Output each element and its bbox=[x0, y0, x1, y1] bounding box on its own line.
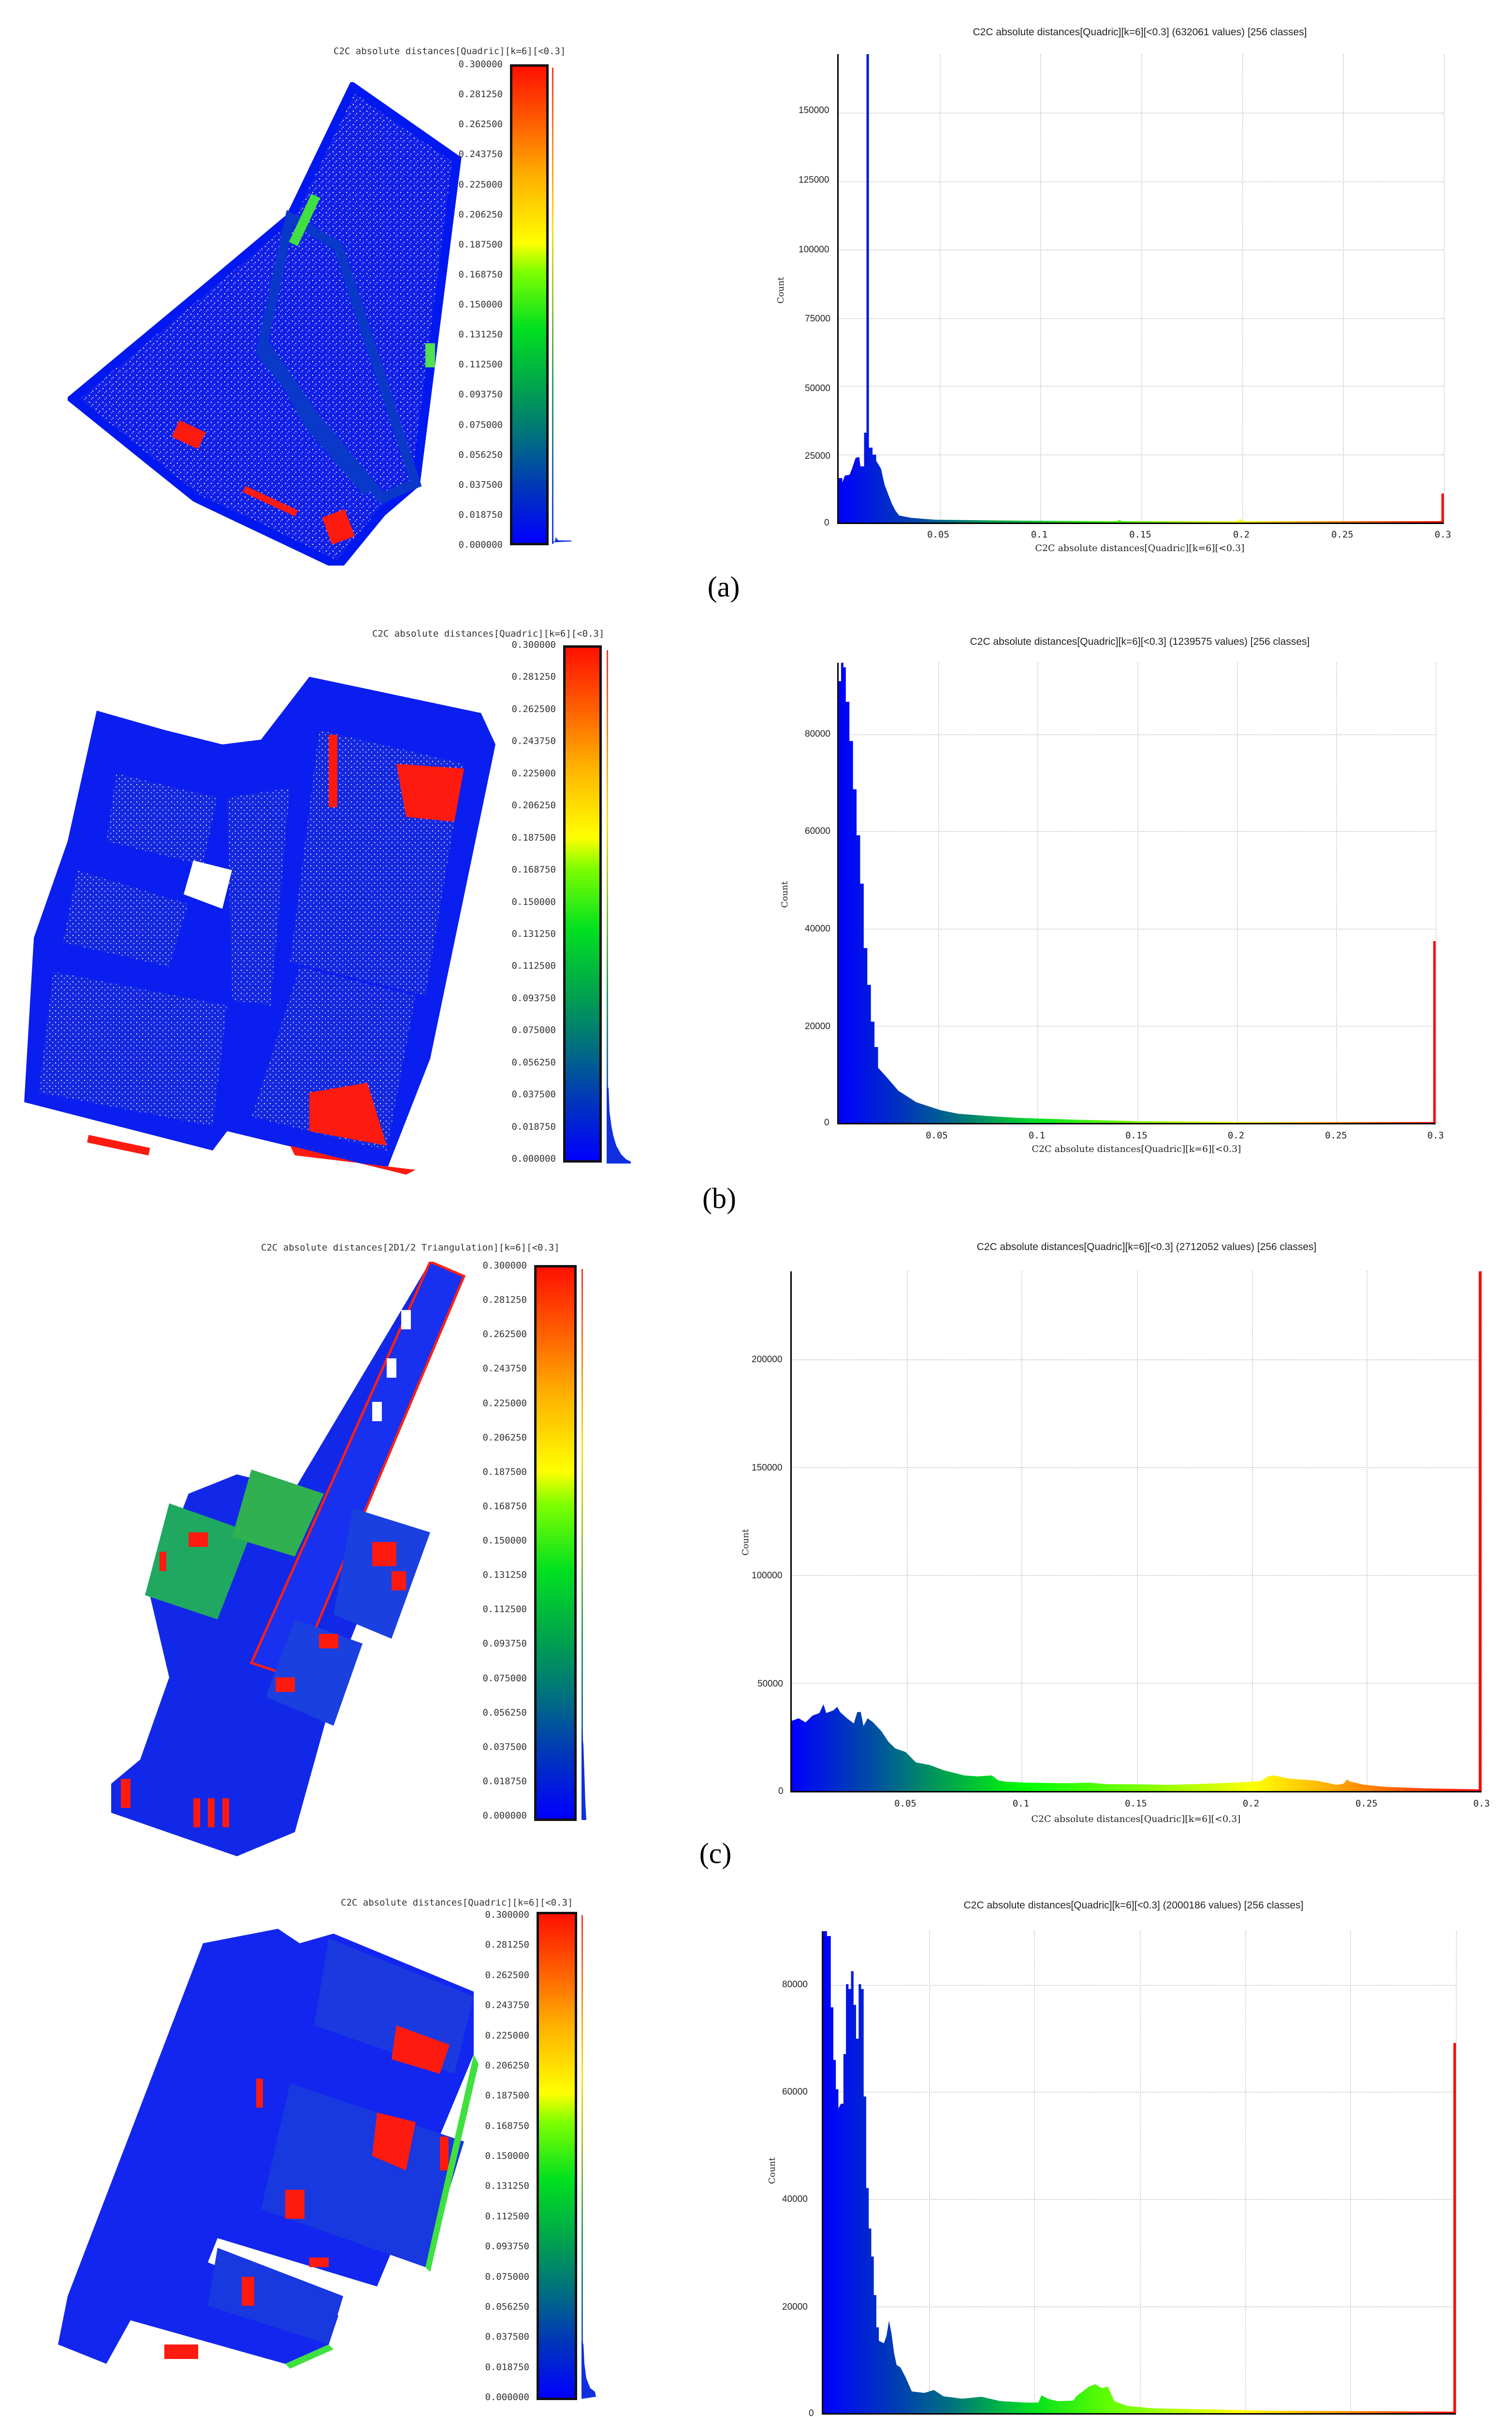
colorbar-tick-labels: 0.300000 0.281250 0.262500 0.243750 0.225000… bbox=[458, 59, 503, 550]
histogram-title: C2C absolute distances[Quadric][k=6][<0.… bbox=[963, 1900, 1304, 1911]
histogram-plot-area bbox=[822, 1931, 1457, 2415]
histogram-bars bbox=[823, 1931, 1456, 2413]
panel-label: (c) bbox=[699, 1837, 732, 1869]
y-axis-label: Count bbox=[780, 881, 790, 908]
histogram-plot-area bbox=[790, 1271, 1483, 1792]
colorbar bbox=[534, 1265, 577, 1821]
colorbar-tick-labels: 0.300000 0.281250 0.262500 0.243750 0.225000… bbox=[511, 640, 556, 1164]
point-cloud-3d-view bbox=[58, 1929, 479, 2369]
histogram-plot-area bbox=[837, 663, 1437, 1124]
histogram-bars bbox=[839, 54, 1444, 523]
histogram-title: C2C absolute distances[Quadric][k=6][<0.… bbox=[970, 636, 1310, 647]
point-cloud-3d-view bbox=[24, 677, 495, 1175]
histogram-bars bbox=[792, 1271, 1482, 1791]
y-axis-label: Count bbox=[776, 277, 786, 304]
point-cloud-3d-view bbox=[111, 1262, 466, 1856]
colorbar-title: C2C absolute distances[2D1/2 Triangulati… bbox=[261, 1242, 560, 1253]
colorbar-mini-histogram bbox=[552, 537, 571, 542]
colorbar bbox=[510, 64, 549, 545]
colorbar bbox=[563, 645, 602, 1163]
panel-label: (b) bbox=[702, 1182, 736, 1214]
colorbar-title: C2C absolute distances[Quadric][k=6][<0.… bbox=[372, 628, 605, 639]
colorbar-tick-labels: 0.300000 0.281250 0.262500 0.243750 0.225000… bbox=[482, 1260, 527, 1821]
colorbar-mini-histogram bbox=[582, 1726, 586, 1820]
point-cloud-3d-view bbox=[68, 82, 462, 566]
colorbar-histogram-line bbox=[607, 650, 608, 1160]
y-axis-label: Count bbox=[767, 2157, 778, 2184]
x-axis-label: C2C absolute distances[Quadric][k=6][<0.… bbox=[1035, 543, 1245, 553]
colorbar-mini-histogram bbox=[582, 2340, 596, 2399]
y-axis-label: Count bbox=[741, 1529, 751, 1556]
x-axis-label: C2C absolute distances[Quadric][k=6][<0.… bbox=[1032, 1144, 1241, 1154]
panel-label: (a) bbox=[707, 571, 740, 603]
colorbar-title: C2C absolute distances[Quadric][k=6][<0.… bbox=[334, 46, 566, 57]
colorbar bbox=[537, 1912, 577, 2400]
colorbar-tick-labels: 0.300000 0.281250 0.262500 0.243750 0.225000… bbox=[485, 1909, 529, 2402]
histogram-title: C2C absolute distances[Quadric][k=6][<0.… bbox=[973, 27, 1307, 38]
panel-a: C2C absolute distances[Quadric][k=6][<0.… bbox=[0, 0, 1512, 624]
colorbar-title: C2C absolute distances[Quadric][k=6][<0.… bbox=[341, 1897, 573, 1908]
colorbar-histogram-line bbox=[582, 1915, 583, 2399]
colorbar-mini-histogram bbox=[607, 1088, 631, 1164]
histogram-plot-area bbox=[837, 54, 1445, 524]
colorbar-histogram-line bbox=[552, 68, 553, 544]
x-axis-label: C2C absolute distances[Quadric][k=6][<0.… bbox=[1031, 1814, 1241, 1824]
histogram-title: C2C absolute distances[Quadric][k=6][<0.… bbox=[976, 1241, 1317, 1252]
histogram-bars bbox=[839, 663, 1436, 1123]
colorbar-histogram-line bbox=[582, 1269, 583, 1820]
